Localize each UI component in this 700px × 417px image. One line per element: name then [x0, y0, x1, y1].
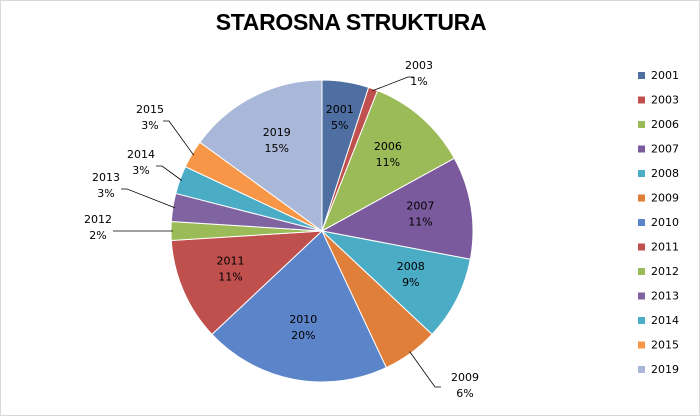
data-label-category-2019: 2019: [263, 126, 291, 139]
data-label-percent-2009: 6%: [456, 387, 473, 400]
legend-swatch-2009: [638, 194, 645, 202]
data-label-category-2014: 2014: [127, 148, 155, 161]
legend-swatch-2012: [638, 268, 645, 275]
data-label-percent-2001: 5%: [331, 119, 348, 132]
legend-label-2013: 2013: [651, 290, 679, 303]
legend-label-2001: 2001: [651, 69, 679, 82]
legend-swatch-2007: [638, 145, 645, 153]
data-label-category-2006: 2006: [374, 140, 402, 153]
data-label-percent-2012: 2%: [89, 229, 106, 242]
pie-slice-2010: [211, 230, 387, 383]
data-label-category-2011: 2011: [217, 255, 245, 268]
data-label-category-2007: 2007: [406, 199, 434, 212]
data-label-percent-2010: 20%: [291, 329, 315, 342]
legend-label-2009: 2009: [651, 192, 679, 205]
legend-label-2019: 2019: [651, 363, 679, 376]
leader-line-2013: [121, 188, 175, 209]
data-label-category-2015: 2015: [136, 103, 164, 116]
legend-label-2012: 2012: [651, 265, 679, 278]
pie-slice-2019: [199, 79, 323, 232]
leader-line-2009: [409, 351, 441, 388]
legend-swatch-2015: [638, 341, 645, 349]
legend-swatch-2014: [638, 317, 645, 324]
data-label-percent-2008: 9%: [402, 276, 419, 289]
legend-label-2014: 2014: [651, 314, 679, 327]
leader-line-2003: [372, 76, 414, 92]
data-label-percent-2003: 1%: [410, 75, 427, 88]
legend-label-2007: 2007: [651, 143, 679, 156]
pie-slice-2011: [170, 230, 324, 336]
leader-line-2015: [163, 120, 195, 156]
legend-label-2015: 2015: [651, 339, 679, 352]
data-label-category-2010: 2010: [289, 313, 317, 326]
data-label-category-2009: 2009: [451, 371, 479, 384]
data-label-percent-2011: 11%: [218, 271, 242, 284]
data-label-percent-2019: 15%: [265, 142, 289, 155]
data-label-percent-2015: 3%: [141, 119, 158, 132]
legend-swatch-2019: [638, 366, 645, 373]
pie-slice-2008: [320, 230, 471, 336]
pie-slice-2006: [321, 89, 455, 233]
data-label-percent-2006: 11%: [376, 156, 400, 169]
legend-swatch-2010: [638, 219, 645, 226]
data-label-category-2013: 2013: [92, 171, 120, 184]
data-label-category-2003: 2003: [405, 59, 433, 72]
legend-label-2008: 2008: [651, 167, 679, 180]
data-label-percent-2007: 11%: [408, 215, 432, 228]
data-label-percent-2014: 3%: [132, 164, 149, 177]
data-label-category-2001: 2001: [326, 103, 354, 116]
legend-swatch-2013: [638, 292, 645, 300]
data-label-category-2008: 2008: [397, 260, 425, 273]
data-label-percent-2013: 3%: [97, 187, 114, 200]
data-label-category-2012: 2012: [84, 213, 112, 226]
legend-swatch-2008: [638, 170, 645, 177]
legend-swatch-2006: [638, 121, 645, 128]
legend-label-2003: 2003: [651, 94, 679, 107]
legend-label-2010: 2010: [651, 216, 679, 229]
pie-slice-2007: [320, 157, 474, 260]
legend-swatch-2011: [638, 243, 645, 251]
chart-title: STAROSNA STRUKTURA: [215, 9, 487, 35]
legend-swatch-2001: [638, 72, 645, 79]
legend-label-2011: 2011: [651, 241, 679, 254]
legend-swatch-2003: [638, 96, 645, 104]
leader-line-2014: [156, 165, 183, 181]
legend-label-2006: 2006: [651, 118, 679, 131]
